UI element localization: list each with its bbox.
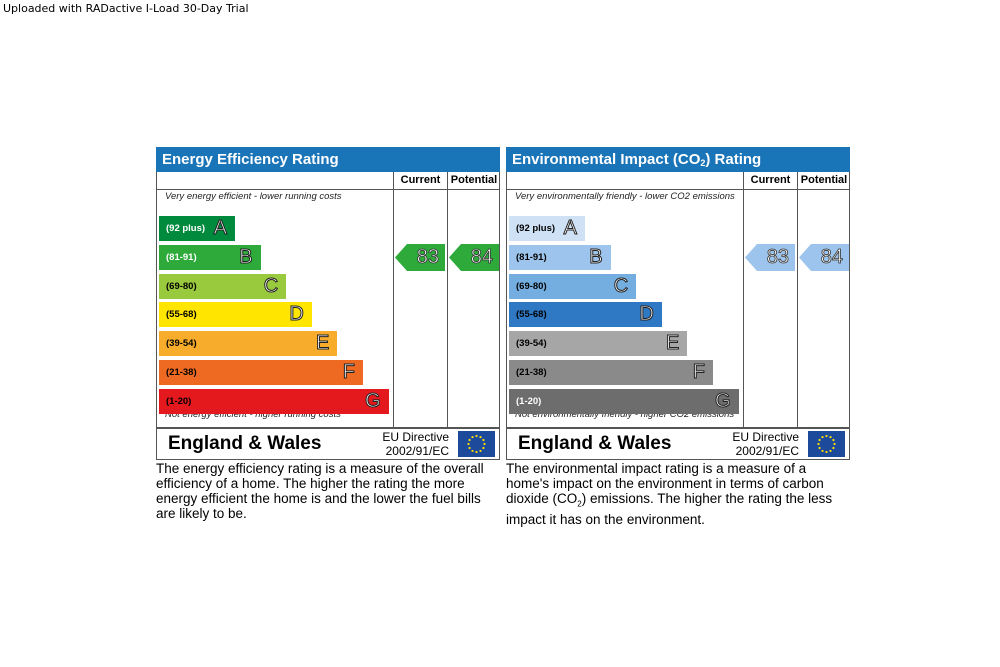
rating-band-g: (1-20) G (509, 388, 739, 414)
environmental-impact-panel: Environmental Impact (CO2) Rating Curren… (506, 147, 850, 527)
band-letter: G (365, 389, 382, 412)
band-range-label: (92 plus) (516, 223, 556, 234)
energy-chart-box: Current Potential Very energy efficient … (156, 172, 500, 428)
band-range-label: (69-80) (166, 280, 197, 292)
band-range-label: (69-80) (516, 280, 547, 292)
rating-band-a: (92 plus) A (159, 216, 235, 241)
band-letter: D (289, 303, 304, 326)
band-range-label: (39-54) (166, 338, 197, 350)
potential-column-header: Potential (450, 174, 498, 186)
rating-band-d: (55-68) D (159, 302, 312, 328)
band-letter: F (692, 361, 705, 384)
rating-band-d: (55-68) D (509, 302, 662, 328)
energy-footer: England & Wales EU Directive 2002/91/EC (156, 428, 500, 460)
band-letter: B (589, 245, 603, 268)
rating-band-b: (81-91) B (509, 244, 611, 270)
band-letter: C (613, 274, 629, 297)
region-label: England & Wales (168, 433, 322, 454)
energy-panel-title: Energy Efficiency Rating (156, 147, 500, 172)
band-range-label: (81-91) (166, 251, 197, 263)
current-rating-value: 83 (766, 245, 789, 268)
environmental-panel-title: Environmental Impact (CO2) Rating (506, 147, 850, 172)
eu-directive-label: EU Directive 2002/91/EC (732, 430, 799, 458)
band-range-label: (1-20) (166, 395, 192, 407)
rating-band-e: (39-54) E (159, 331, 338, 357)
energy-description: The energy efficiency rating is a measur… (156, 461, 484, 521)
energy-top-caption: Very energy efficient - lower running co… (165, 191, 342, 202)
band-letter: D (639, 303, 654, 326)
environmental-bottom-caption: Not environmentally friendly - higher CO… (515, 409, 735, 420)
potential-rating-value: 84 (820, 245, 843, 268)
band-letter: A (213, 217, 227, 240)
current-rating-value: 83 (416, 245, 439, 268)
band-letter: B (239, 245, 253, 268)
rating-band-c: (69-80) C (159, 273, 287, 299)
band-letter: E (666, 332, 680, 355)
band-range-label: (1-20) (516, 395, 542, 407)
rating-band-a: (92 plus) A (509, 216, 585, 241)
potential-column-header: Potential (800, 174, 848, 186)
current-rating-arrow: 83 (745, 243, 795, 271)
potential-rating-value: 84 (470, 245, 493, 268)
band-letter: C (263, 274, 279, 297)
potential-rating-arrow: 84 (449, 243, 499, 271)
environmental-footer: England & Wales EU Directive 2002/91/EC (506, 428, 850, 460)
band-range-label: (21-38) (516, 367, 547, 378)
band-range-label: (39-54) (516, 338, 547, 350)
band-letter: G (715, 389, 732, 412)
environmental-chart-box: Current Potential Very environmentally f… (506, 172, 850, 428)
rating-band-g: (1-20) G (159, 388, 389, 414)
rating-band-b: (81-91) B (159, 244, 261, 270)
watermark-text: Uploaded with RADactive I-Load 30-Day Tr… (3, 2, 249, 15)
band-letter: E (316, 332, 330, 355)
eu-directive-label: EU Directive 2002/91/EC (382, 430, 449, 458)
rating-band-c: (69-80) C (509, 273, 637, 299)
rating-band-f: (21-38) F (159, 360, 363, 385)
band-range-label: (21-38) (166, 367, 197, 378)
rating-band-f: (21-38) F (509, 360, 713, 385)
band-range-label: (81-91) (516, 251, 547, 263)
environmental-description: The environmental impact rating is a mea… (506, 461, 833, 527)
eu-flag-icon (458, 431, 495, 457)
band-letter: F (342, 361, 355, 384)
band-range-label: (55-68) (516, 309, 547, 321)
current-rating-arrow: 83 (395, 243, 445, 271)
current-column-header: Current (400, 174, 441, 186)
rating-band-e: (39-54) E (509, 331, 688, 357)
band-range-label: (55-68) (166, 309, 197, 321)
energy-efficiency-panel: Energy Efficiency Rating Current Potenti… (156, 147, 500, 521)
environmental-top-caption: Very environmentally friendly - lower CO… (515, 191, 735, 202)
eu-flag-icon (808, 431, 845, 457)
region-label: England & Wales (518, 433, 672, 454)
current-column-header: Current (750, 174, 791, 186)
energy-bottom-caption: Not energy efficient - higher running co… (165, 409, 341, 420)
band-letter: A (563, 217, 577, 240)
band-range-label: (92 plus) (166, 223, 206, 234)
potential-rating-arrow: 84 (799, 243, 849, 271)
